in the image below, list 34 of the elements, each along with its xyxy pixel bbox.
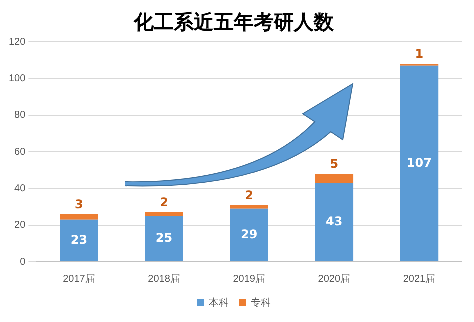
x-tick-label: 2018届 xyxy=(148,274,180,285)
bar xyxy=(315,174,354,184)
y-tick-label: 100 xyxy=(8,73,26,84)
bar xyxy=(400,66,439,262)
x-tick-label: 2019届 xyxy=(233,274,266,285)
legend-label: 本科 xyxy=(209,296,229,309)
data-label: 2 xyxy=(160,196,168,210)
data-label: 23 xyxy=(70,232,88,247)
legend-label: 专科 xyxy=(251,296,271,309)
bar xyxy=(145,212,184,216)
y-tick-label: 60 xyxy=(14,146,26,158)
x-tick-label: 2017届 xyxy=(63,274,96,285)
y-tick-label: 80 xyxy=(14,110,26,122)
x-tick-label: 2020届 xyxy=(318,274,351,285)
data-label: 5 xyxy=(330,157,339,172)
bar xyxy=(230,205,268,209)
bar xyxy=(60,214,98,220)
data-label: 1 xyxy=(415,47,424,62)
y-tick-label: 20 xyxy=(14,220,26,232)
data-label: 107 xyxy=(406,156,432,170)
y-tick-label: 40 xyxy=(14,183,26,194)
bar xyxy=(145,216,184,262)
bar xyxy=(315,183,354,262)
chart-title: 化工系近五年考研人数 xyxy=(133,10,335,34)
y-tick-label: 0 xyxy=(20,256,26,268)
data-label: 2 xyxy=(245,188,254,202)
x-tick-label: 2021届 xyxy=(403,274,436,285)
data-label: 43 xyxy=(326,214,343,228)
bar xyxy=(60,220,98,262)
data-label: 3 xyxy=(75,197,84,212)
bar xyxy=(230,208,268,262)
y-tick-label: 120 xyxy=(8,36,26,48)
data-label: 29 xyxy=(240,227,258,242)
data-label: 25 xyxy=(156,230,173,245)
